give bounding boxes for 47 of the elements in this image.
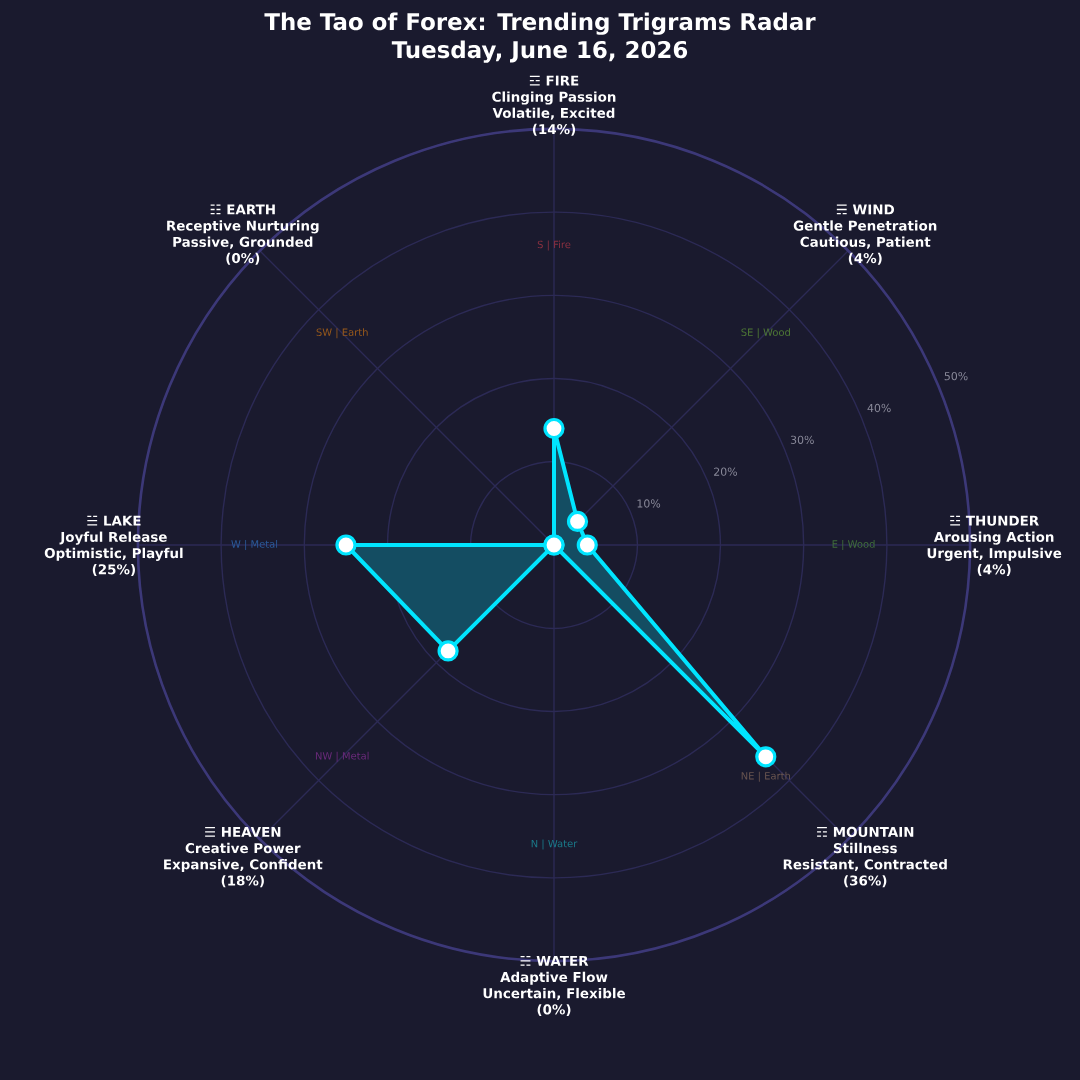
- text: Arousing Action: [933, 531, 1054, 545]
- spoke-label: ☶ MOUNTAIN: [817, 826, 914, 837]
- spoke-label: ☲ FIRE: [529, 75, 579, 86]
- text: W | Metal: [231, 540, 278, 550]
- text: (14%): [532, 123, 576, 136]
- chart-title: The Tao of Forex: Trending Trigrams Radar: [264, 12, 816, 35]
- text: Urgent, Impulsive: [927, 547, 1062, 561]
- spoke-label: ☳ THUNDER: [950, 515, 1039, 526]
- spoke-label: ☴ WIND: [836, 204, 895, 215]
- text: Joyful Release: [59, 531, 167, 545]
- text: Uncertain, Flexible: [483, 987, 625, 1001]
- text: S | Fire: [537, 240, 571, 251]
- y-tick-label: 10%: [637, 499, 661, 508]
- text: Receptive Nurturing: [167, 220, 319, 234]
- text: (18%): [221, 875, 264, 888]
- y-tick-label: 20%: [714, 467, 737, 476]
- y-tick-label: 50%: [944, 372, 968, 381]
- spoke-label: ☵ WATER: [520, 955, 589, 966]
- text: Stillness: [833, 842, 897, 854]
- text: NW | Metal: [315, 751, 369, 762]
- text: E | Wood: [832, 540, 875, 550]
- y-tick-label: 30%: [790, 435, 814, 444]
- spoke-label: ☱ LAKE: [87, 515, 141, 526]
- spoke-label: ☰ HEAVEN: [205, 827, 281, 837]
- text: Adaptive Flow: [500, 971, 608, 985]
- text: (0%): [226, 252, 260, 265]
- text: SE | Wood: [741, 328, 790, 339]
- text: Optimistic, Playful: [44, 547, 183, 561]
- text: (4%): [977, 563, 1011, 576]
- text: Creative Power: [185, 842, 301, 854]
- text: (25%): [92, 563, 135, 576]
- text: (0%): [537, 1004, 571, 1017]
- text: Clinging Passion: [492, 91, 616, 105]
- text: Cautious, Patient: [800, 236, 931, 249]
- text: NE | Earth: [741, 771, 791, 782]
- text: SW | Earth: [316, 328, 368, 339]
- text: Volatile, Excited: [492, 107, 615, 120]
- chart-subtitle: Tuesday, June 16, 2026: [391, 40, 688, 63]
- text: Expansive, Confident: [164, 859, 323, 873]
- spoke-label: ☷ EARTH: [210, 204, 275, 215]
- y-tick-label: 40%: [867, 403, 891, 413]
- text: N | Water: [531, 839, 578, 850]
- text: Gentle Penetration: [793, 220, 937, 231]
- text: Passive, Grounded: [173, 236, 313, 249]
- text: (4%): [848, 252, 882, 265]
- text: Resistant, Contracted: [783, 859, 947, 872]
- text: (36%): [844, 875, 887, 888]
